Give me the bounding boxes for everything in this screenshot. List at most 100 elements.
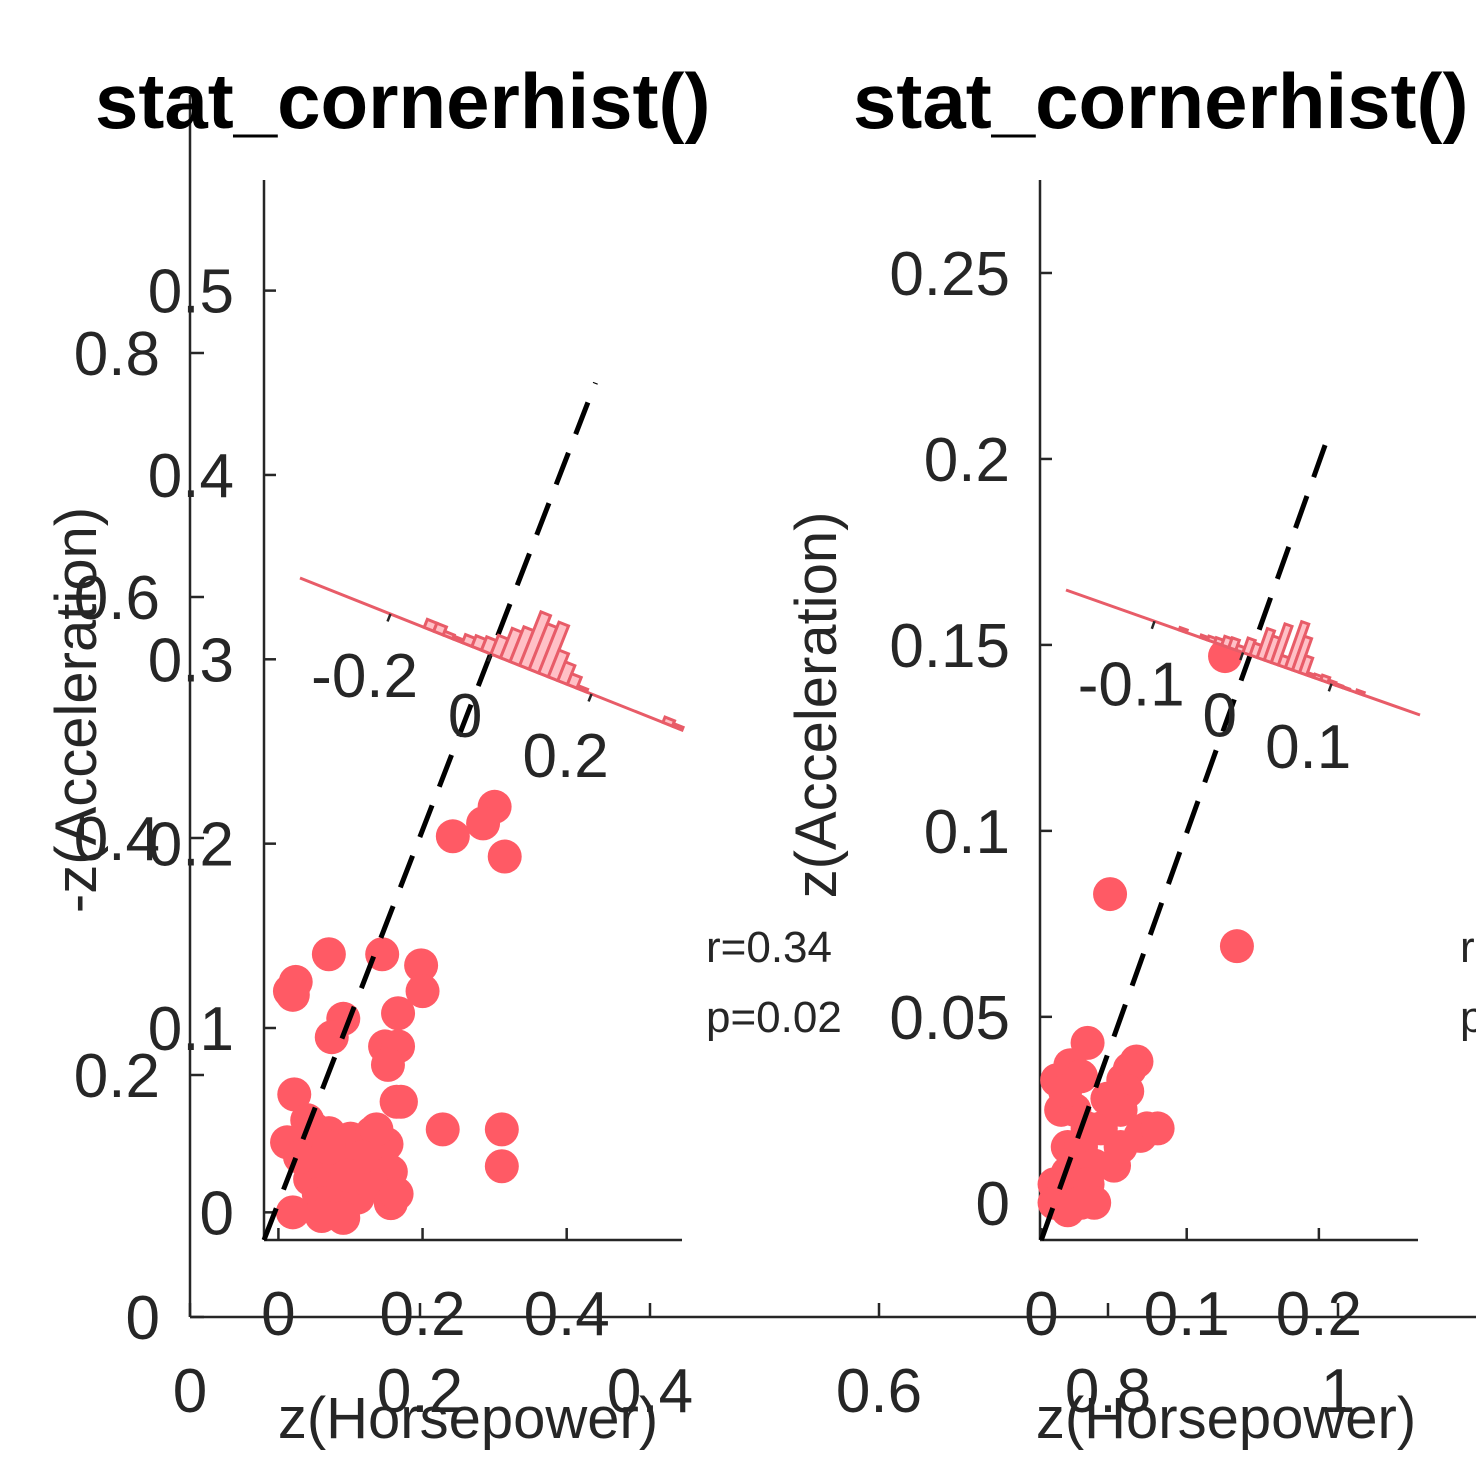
right-scatter-point bbox=[1219, 929, 1254, 964]
left-panel-p-annotation: p=0.02 bbox=[706, 993, 842, 1042]
left-hist-bar bbox=[546, 648, 571, 683]
left-panel-title: stat_cornerhist() bbox=[95, 57, 710, 145]
background-x-tick-label: 1 bbox=[1321, 1357, 1355, 1426]
right-hist-bar bbox=[1297, 653, 1315, 677]
right-x-tick-label: 0.2 bbox=[1276, 1280, 1362, 1349]
left-hist-bar bbox=[536, 620, 571, 679]
right-hist-bar bbox=[1269, 621, 1294, 667]
right-hist-tick-label: 0 bbox=[1202, 682, 1236, 751]
left-scatter-point bbox=[330, 1158, 365, 1193]
background-y-tick-label: 0.6 bbox=[74, 564, 160, 633]
left-scatter-point bbox=[311, 937, 346, 972]
left-y-tick-label: 0.1 bbox=[148, 995, 234, 1064]
right-y-tick-label: 0.15 bbox=[889, 612, 1010, 681]
left-y-tick-label: 0 bbox=[200, 1179, 234, 1248]
left-panel-r-annotation: r=0.34 bbox=[706, 923, 832, 972]
right-y-tick-label: 0.2 bbox=[924, 426, 1010, 495]
right-hist-bar bbox=[1340, 684, 1352, 692]
left-hist-tick-label: -0.2 bbox=[311, 642, 418, 711]
left-y-tick-label: 0.3 bbox=[148, 626, 234, 695]
right-y-tick-label: 0.1 bbox=[924, 798, 1010, 867]
left-scatter-point bbox=[425, 1112, 460, 1147]
right-hist-tick-label: 0.1 bbox=[1265, 713, 1351, 782]
right-panel-y-axis-label: z(Acceleration) bbox=[784, 512, 849, 899]
right-fit-line bbox=[1038, 439, 1330, 1241]
background-x-tick-label: 0.8 bbox=[1065, 1357, 1151, 1426]
right-hist-tick bbox=[1150, 620, 1156, 630]
left-panel-x-axis-label: z(Horsepower) bbox=[278, 1386, 658, 1451]
right-panel: 00.050.10.150.20.25 0 0.1 0.2 -0.1 0 0.1 z(H… bbox=[784, 180, 1476, 1451]
left-hist-bar bbox=[660, 715, 677, 729]
right-y-tick-label: 0.25 bbox=[889, 240, 1010, 309]
left-x-tick-label: 0.4 bbox=[524, 1280, 610, 1349]
right-hist-bar bbox=[1177, 625, 1190, 635]
right-y-tick-label: 0.05 bbox=[889, 984, 1010, 1053]
right-scatter-point bbox=[1048, 1074, 1083, 1109]
background-y-tick-label: 0.8 bbox=[74, 320, 160, 389]
left-scatter-point bbox=[314, 1020, 349, 1055]
right-hist-tick bbox=[1239, 652, 1245, 661]
right-hist-bar bbox=[1283, 619, 1311, 672]
right-hist-bar bbox=[1241, 636, 1258, 657]
left-scatter-point bbox=[405, 974, 440, 1009]
left-scatter-point bbox=[383, 1084, 418, 1119]
right-hist-bar bbox=[1255, 626, 1277, 662]
right-x-tick-label: 0 bbox=[1024, 1280, 1058, 1349]
right-scatter-point bbox=[1093, 877, 1128, 912]
left-x-tick-label: 0 bbox=[261, 1280, 295, 1349]
background-x-tick-label: 0.4 bbox=[607, 1357, 693, 1426]
left-scatter-point bbox=[487, 839, 522, 874]
right-hist-bar bbox=[1290, 634, 1314, 675]
right-scatter-point bbox=[1090, 1081, 1125, 1116]
left-panel-y-axis-label: -z(Acceleration) bbox=[44, 507, 109, 913]
right-panel-p-annotation: p bbox=[1460, 993, 1476, 1042]
right-y-tick-label: 0 bbox=[976, 1170, 1010, 1239]
left-hist-tick bbox=[486, 653, 493, 662]
background-x-tick-label: 0.6 bbox=[836, 1357, 922, 1426]
left-scatter-point bbox=[275, 1195, 310, 1230]
left-y-tick-label: 0.4 bbox=[148, 442, 234, 511]
right-x-tick-label: 0.1 bbox=[1144, 1280, 1230, 1349]
left-scatter-point bbox=[484, 1112, 519, 1147]
left-scatter-point bbox=[277, 1077, 312, 1112]
left-hist-bar bbox=[517, 609, 553, 672]
left-scatter-point bbox=[466, 806, 501, 841]
right-panel-r-annotation: r bbox=[1460, 923, 1475, 972]
background-x-tick-label: 0 bbox=[173, 1357, 207, 1426]
right-scatter-point bbox=[1140, 1111, 1175, 1146]
left-hist-tick-label: 0.2 bbox=[523, 722, 609, 791]
left-scatter-point bbox=[381, 996, 416, 1031]
left-scatter-point bbox=[484, 1149, 519, 1184]
right-panel-x-axis-label: z(Horsepower) bbox=[1036, 1386, 1416, 1451]
right-hist-tick-label: -0.1 bbox=[1078, 650, 1185, 719]
left-fit-line bbox=[261, 381, 598, 1241]
left-panel: 00.10.20.30.40.5 0 0.2 0.4 -0.200.2 z(Hors… bbox=[44, 180, 842, 1451]
left-y-tick-label: 0.2 bbox=[148, 811, 234, 880]
left-hist-tick-label: 0 bbox=[448, 682, 482, 751]
left-hist-bar bbox=[555, 659, 577, 687]
background-y-tick-label: 0.2 bbox=[74, 1042, 160, 1111]
background-y-tick-label: 0.4 bbox=[74, 805, 160, 874]
right-scatter-point bbox=[1077, 1185, 1112, 1220]
left-hist-bar bbox=[575, 683, 590, 694]
left-scatter-point bbox=[435, 819, 470, 854]
left-scatter-point bbox=[379, 1176, 414, 1211]
background-y-tick-label: 0 bbox=[126, 1284, 160, 1353]
right-panel-title: stat_cornerhist() bbox=[853, 57, 1468, 145]
left-scatter-point bbox=[275, 977, 310, 1012]
left-x-tick-label: 0.2 bbox=[379, 1280, 465, 1349]
left-scatter-point bbox=[370, 1047, 405, 1082]
background-axes: 00.20.40.60.8 0 0.2 0.4 0.6 0.8 1 bbox=[74, 95, 1476, 1426]
left-scatter-point bbox=[311, 1130, 346, 1165]
right-hist-bar bbox=[1354, 688, 1367, 697]
left-y-tick-label: 0.5 bbox=[148, 258, 234, 327]
left-scatter-point bbox=[404, 948, 439, 983]
left-hist-bar bbox=[670, 721, 686, 732]
left-hist-tick bbox=[386, 613, 392, 622]
background-x-tick-label: 0.2 bbox=[377, 1357, 463, 1426]
left-scatter-point bbox=[304, 1199, 339, 1234]
right-hist-tick bbox=[1327, 683, 1333, 692]
left-hist-tick bbox=[587, 693, 593, 702]
left-scatter-point bbox=[359, 1112, 394, 1147]
